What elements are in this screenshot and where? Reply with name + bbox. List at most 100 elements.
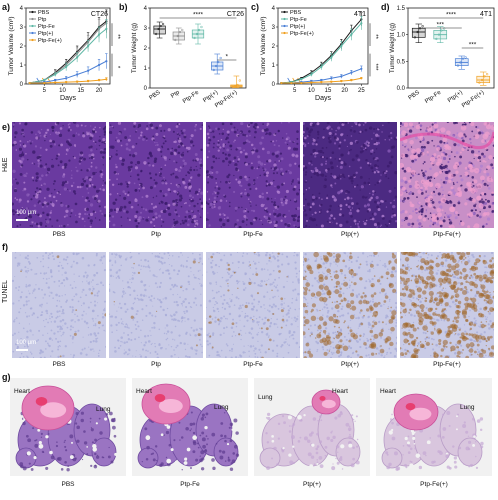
cell	[126, 308, 129, 311]
cell	[160, 155, 163, 158]
cell	[419, 255, 422, 259]
cell	[114, 163, 117, 166]
cell	[50, 291, 53, 294]
cell	[213, 142, 215, 145]
apoptotic-cell	[372, 321, 374, 323]
cell	[225, 343, 228, 345]
cell	[415, 297, 419, 300]
cell	[27, 209, 30, 212]
cell	[337, 126, 341, 130]
tunel-label-0: PBS	[52, 361, 66, 368]
apoptotic-cell	[400, 282, 402, 284]
cell	[400, 280, 401, 282]
cell	[61, 295, 63, 297]
x-tick-label: 20	[341, 88, 348, 94]
cell	[124, 310, 127, 313]
cell	[211, 206, 214, 209]
cell	[62, 354, 65, 358]
cell	[152, 164, 155, 167]
cell	[420, 148, 425, 152]
cell	[189, 168, 193, 172]
cell	[333, 286, 336, 289]
data-point	[310, 81, 313, 84]
panel-letter-a: a)	[2, 2, 11, 12]
data-point	[54, 73, 57, 76]
cell	[216, 350, 219, 354]
cell	[199, 167, 201, 169]
cell	[444, 355, 446, 357]
cell	[369, 163, 372, 165]
cell	[89, 281, 91, 283]
cell	[222, 128, 224, 130]
cell	[249, 202, 251, 204]
cell	[35, 273, 38, 275]
cell	[94, 126, 96, 129]
cell	[97, 302, 99, 304]
cell	[17, 262, 20, 266]
cell	[467, 149, 469, 151]
cell	[333, 352, 335, 354]
data-point	[350, 79, 353, 82]
cell	[39, 272, 42, 275]
cell	[226, 175, 230, 179]
cell	[135, 142, 138, 145]
cell	[463, 274, 465, 277]
cell	[120, 322, 123, 325]
cell	[180, 252, 182, 254]
cell	[338, 290, 342, 294]
cell	[408, 129, 413, 133]
cell	[288, 316, 290, 318]
cell	[79, 151, 84, 155]
cell	[62, 173, 66, 176]
apoptotic-cell	[380, 329, 384, 333]
cell	[199, 278, 201, 280]
cell	[228, 186, 231, 189]
cell	[272, 140, 275, 143]
cell	[166, 269, 169, 272]
cell	[24, 341, 27, 345]
cell	[102, 284, 105, 287]
cell	[158, 328, 161, 331]
cell	[245, 177, 249, 181]
cell	[242, 282, 246, 286]
cell	[234, 163, 238, 167]
cell	[15, 178, 17, 181]
cell	[185, 259, 188, 262]
cell	[124, 325, 127, 328]
cell	[144, 288, 147, 292]
cell	[333, 196, 337, 200]
cell	[385, 206, 388, 208]
significance-label: ***	[436, 22, 444, 29]
cell	[100, 176, 103, 178]
cell	[386, 351, 389, 354]
cell	[220, 138, 223, 141]
apoptotic-cell	[369, 263, 374, 268]
cell	[454, 216, 458, 220]
cell	[85, 313, 87, 315]
cell	[40, 184, 43, 186]
cell	[229, 276, 232, 279]
cell	[373, 255, 376, 257]
cell	[432, 269, 434, 271]
cell	[82, 134, 86, 138]
cell	[329, 161, 333, 165]
cell	[206, 306, 207, 309]
cell	[32, 150, 36, 154]
necrotic-area	[440, 152, 445, 157]
cell	[254, 122, 258, 127]
cell	[380, 336, 382, 339]
cell	[102, 138, 106, 142]
cell	[317, 281, 320, 284]
cell	[370, 196, 373, 200]
cell	[463, 324, 466, 326]
apoptotic-cell	[402, 264, 405, 267]
cell	[152, 305, 154, 307]
cell	[304, 136, 307, 140]
cell	[74, 330, 77, 333]
cell	[228, 173, 231, 177]
cell	[444, 259, 448, 262]
cell	[457, 261, 459, 263]
cell	[323, 306, 326, 309]
cell	[370, 300, 372, 302]
cell	[114, 256, 116, 258]
